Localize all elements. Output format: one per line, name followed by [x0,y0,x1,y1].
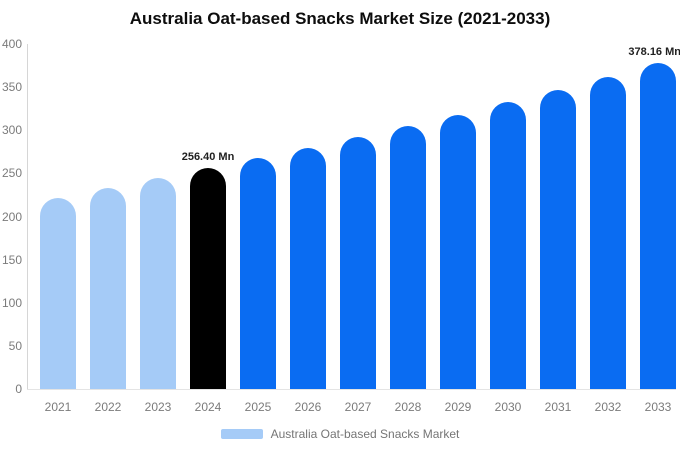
bar-2031 [540,89,576,389]
x-label-2031: 2031 [544,400,572,414]
legend-label[interactable]: Australia Oat-based Snacks Market [270,427,460,441]
bar-2033 [640,62,676,389]
y-tick-100: 100 [1,295,22,310]
x-label-2021: 2021 [44,400,72,414]
bar-2027 [340,137,376,389]
x-label-2027: 2027 [344,400,372,414]
x-label-2023: 2023 [144,400,172,414]
y-tick-0: 0 [15,382,22,396]
x-label-2026: 2026 [294,400,322,414]
y-axis-line [27,44,28,389]
chart-title: Australia Oat-based Snacks Market Size (… [129,9,551,28]
data-label-2024: 256.40 Mn [181,150,235,163]
legend-swatch[interactable] [220,429,263,439]
y-tick-300: 300 [1,123,22,138]
x-label-2024: 2024 [194,400,222,414]
y-tick-250: 250 [1,166,22,181]
x-axis-baseline [27,389,676,390]
bar-2024 [190,167,226,389]
y-tick-350: 350 [1,80,22,95]
data-label-2033: 378.16 Mn [628,45,680,58]
x-label-2025: 2025 [244,400,272,414]
bar-2028 [390,126,426,389]
bar-2023 [140,178,176,389]
y-tick-150: 150 [1,252,22,267]
bar-2025 [240,158,276,389]
bar-2029 [440,114,476,389]
y-tick-200: 200 [1,209,22,224]
bar-2030 [490,102,526,389]
x-label-2022: 2022 [94,400,122,414]
legend: Australia Oat-based Snacks Market [0,425,680,443]
x-label-2030: 2030 [494,400,522,414]
y-tick-400: 400 [1,37,22,51]
y-tick-50: 50 [8,338,22,353]
x-label-2028: 2028 [394,400,422,414]
x-label-2029: 2029 [444,400,472,414]
bar-2021 [40,197,76,389]
bar-2026 [290,147,326,389]
x-label-2033: 2033 [644,400,672,414]
bar-2032 [590,76,626,389]
bar-2022 [90,188,126,389]
x-label-2032: 2032 [594,400,622,414]
